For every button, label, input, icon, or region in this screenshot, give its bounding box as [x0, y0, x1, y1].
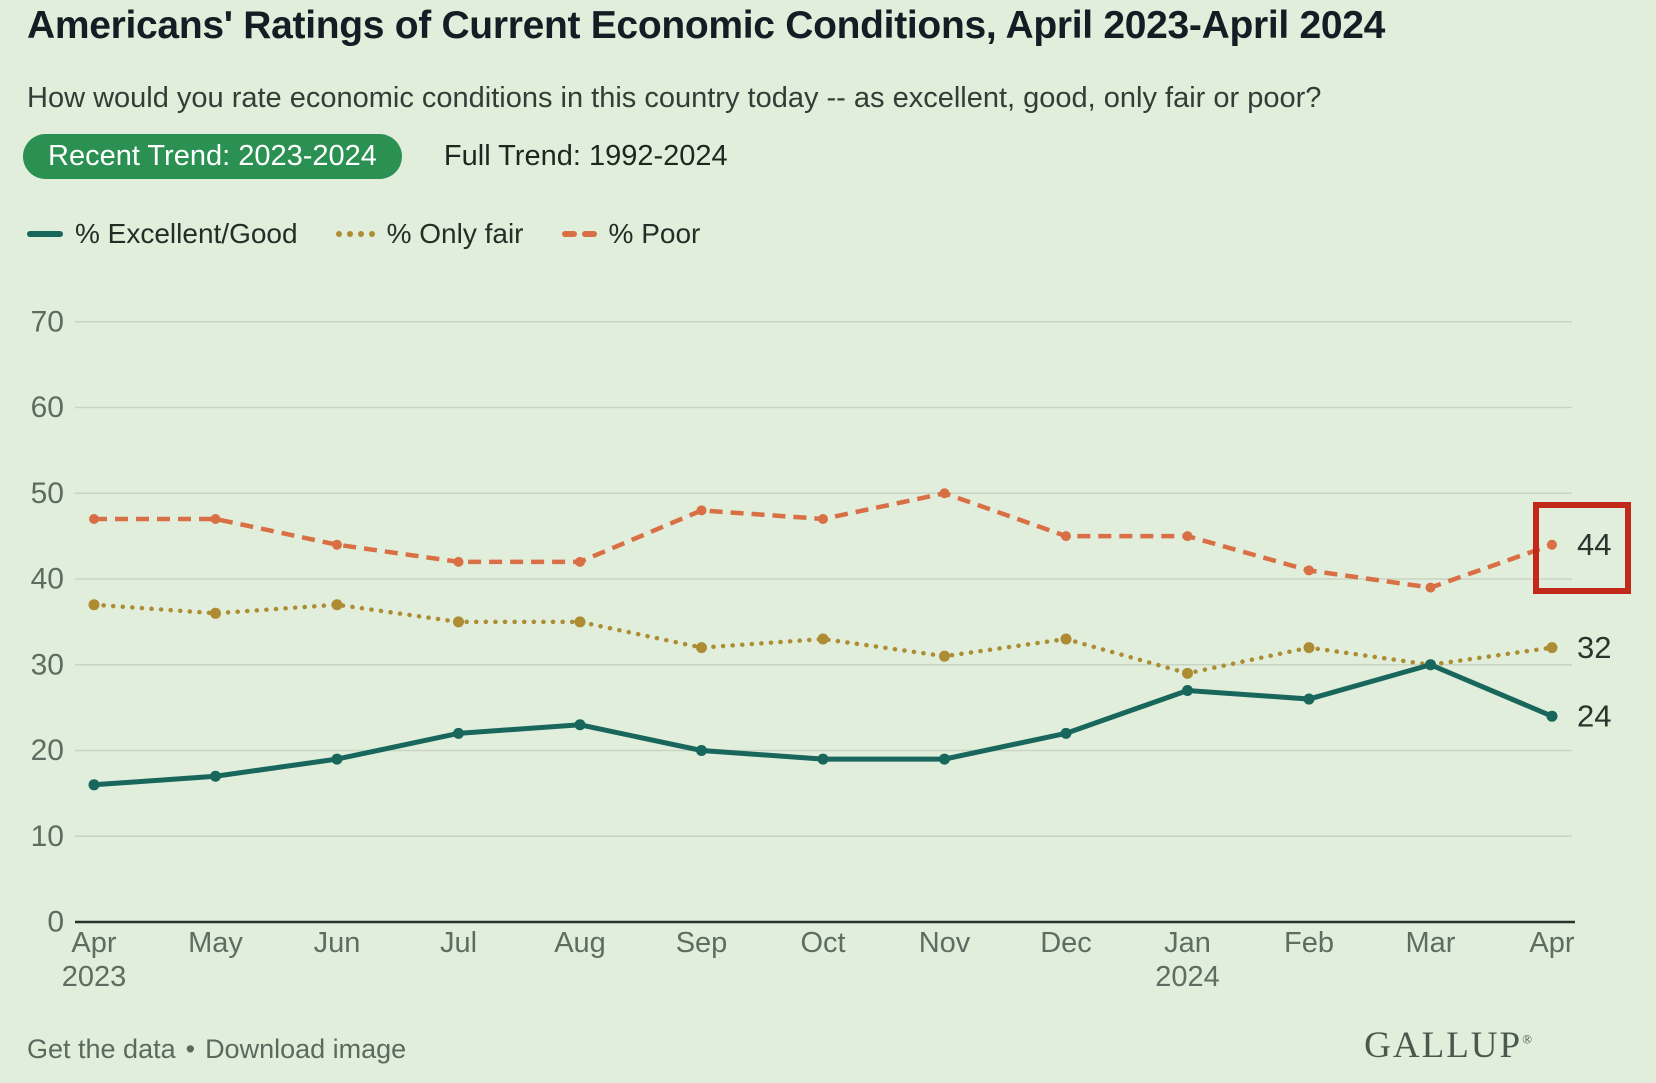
- y-tick-label: 40: [31, 563, 64, 596]
- legend-label: % Only fair: [386, 218, 524, 249]
- trend-tabs: Recent Trend: 2023-2024 Full Trend: 1992…: [23, 134, 728, 179]
- data-point[interactable]: [574, 719, 586, 731]
- data-point[interactable]: [1060, 727, 1072, 739]
- data-point[interactable]: [696, 642, 707, 654]
- x-tick-label: Sep: [676, 927, 728, 959]
- data-point[interactable]: [453, 727, 464, 739]
- data-point[interactable]: [331, 753, 343, 765]
- data-point[interactable]: [1546, 642, 1558, 654]
- legend-item-excellent-good: % Excellent/Good: [27, 218, 298, 250]
- solid-line-swatch-icon: [27, 231, 63, 237]
- legend-label: % Excellent/Good: [75, 218, 298, 249]
- footer-separator: •: [185, 1034, 196, 1064]
- x-tick-label: Jan: [1164, 927, 1211, 959]
- x-tick-label: Jun: [314, 927, 361, 959]
- data-point[interactable]: [1182, 684, 1193, 696]
- x-tick-label: Aug: [554, 927, 606, 959]
- registered-mark: ®: [1522, 1031, 1532, 1047]
- y-tick-label: 60: [31, 391, 64, 424]
- x-tick-label: Nov: [919, 927, 971, 959]
- download-image-link[interactable]: Download image: [205, 1034, 407, 1064]
- series-line-solid: [93, 662, 1553, 788]
- x-tick-label: May: [188, 927, 243, 959]
- y-tick-label: 0: [47, 906, 64, 939]
- page-title: Americans' Ratings of Current Economic C…: [27, 4, 1386, 47]
- data-point[interactable]: [817, 633, 829, 645]
- y-tick-label: 30: [31, 648, 64, 681]
- data-point[interactable]: [1061, 531, 1071, 542]
- highlight-box: [1533, 502, 1631, 594]
- data-point[interactable]: [1182, 667, 1193, 679]
- data-point[interactable]: [1060, 633, 1072, 645]
- x-tick-label: Mar: [1406, 927, 1456, 959]
- data-point[interactable]: [574, 616, 586, 628]
- end-value-label: 32: [1577, 630, 1611, 665]
- data-point[interactable]: [210, 607, 221, 619]
- data-point[interactable]: [818, 513, 828, 524]
- data-point[interactable]: [1425, 582, 1436, 593]
- data-point[interactable]: [88, 779, 100, 791]
- x-tick-year-label: 2024: [1155, 961, 1220, 993]
- data-point[interactable]: [88, 599, 100, 611]
- data-point[interactable]: [696, 505, 707, 516]
- dotted-line-swatch-icon: [335, 231, 375, 237]
- legend-item-only-fair: % Only fair: [335, 218, 524, 250]
- data-point[interactable]: [939, 650, 950, 662]
- y-tick-label: 70: [31, 305, 64, 338]
- data-point[interactable]: [939, 753, 950, 765]
- x-tick-year-label: 2023: [62, 961, 127, 993]
- data-point[interactable]: [453, 556, 464, 567]
- gallup-logo: GALLUP®: [1364, 1025, 1532, 1066]
- tab-full-trend[interactable]: Full Trend: 1992-2024: [443, 140, 728, 172]
- x-tick-label: Apr: [71, 927, 116, 959]
- x-tick-label: Jul: [440, 927, 477, 959]
- data-point[interactable]: [1303, 693, 1315, 705]
- series-line-dashed: [94, 490, 1553, 590]
- data-point[interactable]: [939, 488, 950, 499]
- get-the-data-link[interactable]: Get the data: [27, 1034, 176, 1064]
- data-point[interactable]: [331, 599, 343, 611]
- data-point[interactable]: [1546, 710, 1558, 722]
- data-point[interactable]: [1182, 531, 1193, 542]
- y-tick-label: 20: [31, 734, 64, 767]
- data-point[interactable]: [817, 753, 829, 765]
- y-tick-label: 10: [31, 820, 64, 853]
- x-tick-label: Apr: [1529, 927, 1574, 959]
- data-point[interactable]: [1425, 659, 1436, 671]
- data-point[interactable]: [1304, 565, 1314, 576]
- tab-recent-trend[interactable]: Recent Trend: 2023-2024: [23, 134, 402, 179]
- data-point[interactable]: [89, 513, 99, 524]
- legend-label: % Poor: [608, 218, 701, 249]
- end-value-label: 44: [1577, 527, 1611, 562]
- data-point[interactable]: [210, 513, 221, 524]
- data-point[interactable]: [453, 616, 464, 628]
- data-point[interactable]: [1303, 642, 1315, 654]
- data-point[interactable]: [575, 556, 585, 567]
- dashed-line-swatch-icon: [561, 231, 597, 237]
- y-tick-label: 50: [31, 477, 64, 510]
- footer-links: Get the data • Download image: [27, 1034, 406, 1065]
- x-tick-label: Dec: [1040, 927, 1092, 959]
- data-point[interactable]: [332, 539, 342, 550]
- end-value-label: 24: [1577, 699, 1611, 734]
- chart-legend: % Excellent/Good % Only fair % Poor: [27, 218, 700, 250]
- legend-item-poor: % Poor: [561, 218, 701, 250]
- x-tick-label: Feb: [1284, 927, 1334, 959]
- data-point[interactable]: [210, 770, 221, 782]
- x-tick-label: Oct: [800, 927, 845, 959]
- data-point[interactable]: [696, 745, 707, 756]
- data-point[interactable]: [1547, 539, 1557, 550]
- survey-question: How would you rate economic conditions i…: [27, 82, 1322, 114]
